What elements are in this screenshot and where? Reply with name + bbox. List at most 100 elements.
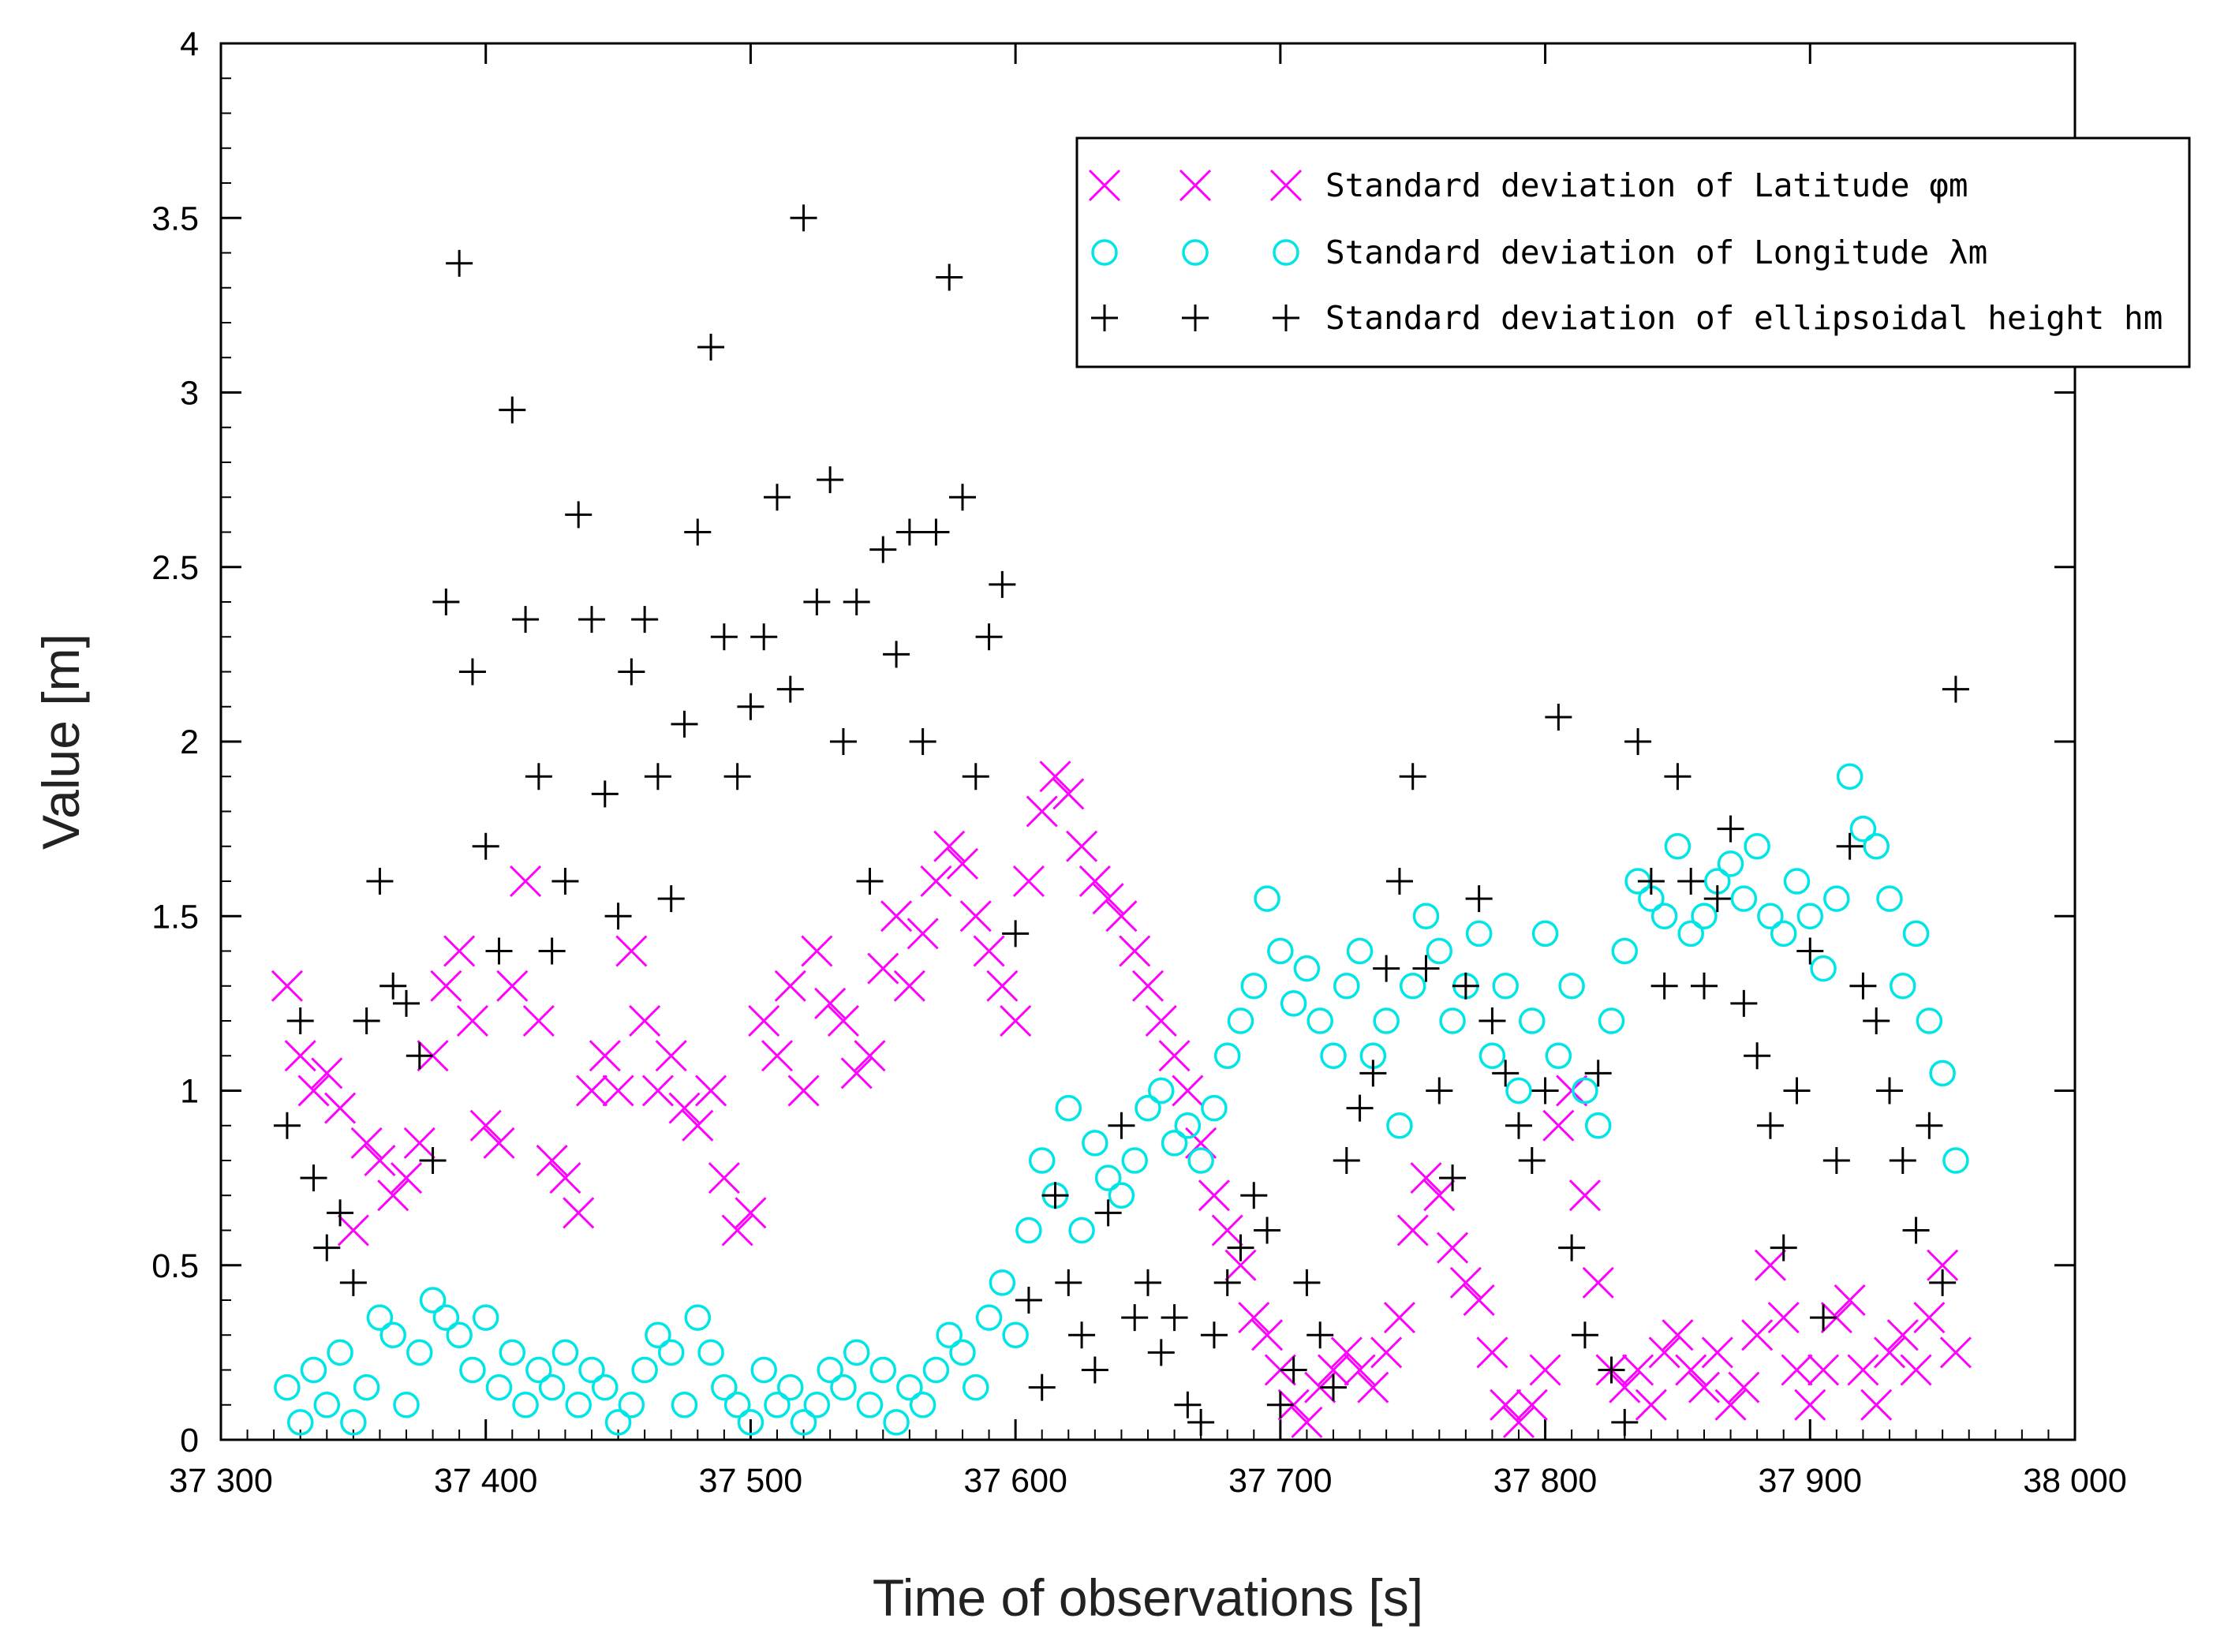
data-point <box>1119 935 1151 967</box>
legend-symbol <box>1269 169 1303 202</box>
y-tick-label: 3.5 <box>151 200 199 237</box>
data-point <box>1092 883 1124 915</box>
data-point <box>695 1075 727 1107</box>
data-point <box>1240 1182 1268 1209</box>
data-point <box>989 1269 1016 1296</box>
data-point <box>551 1339 579 1366</box>
data-point <box>1834 1284 1866 1317</box>
data-point <box>390 1162 423 1194</box>
data-point <box>1373 955 1400 982</box>
data-point <box>1942 675 1969 703</box>
data-point <box>869 1356 897 1384</box>
data-point <box>1767 1302 1800 1334</box>
data-point <box>893 970 925 1002</box>
data-point <box>922 1356 950 1384</box>
data-point <box>1344 1354 1376 1386</box>
legend-label-latitude: Standard deviation of Latitude φm <box>1325 166 1968 204</box>
data-point <box>629 1004 661 1037</box>
x-tick-label: 37 400 <box>434 1462 538 1500</box>
data-point <box>512 606 540 634</box>
data-point <box>499 396 526 424</box>
data-point <box>1211 1214 1243 1246</box>
data-point <box>1254 885 1280 912</box>
data-point <box>1320 1374 1347 1401</box>
data-point <box>1227 1007 1254 1034</box>
data-point <box>271 970 303 1002</box>
data-point <box>1542 1109 1575 1142</box>
data-point <box>1929 1060 1956 1087</box>
data-point <box>1584 1112 1612 1139</box>
data-point <box>1688 1371 1721 1403</box>
data-point <box>1822 1147 1850 1174</box>
data-point <box>710 623 738 651</box>
data-point <box>565 1392 592 1418</box>
data-point <box>1502 1406 1535 1438</box>
data-point <box>1227 1234 1254 1261</box>
data-point <box>313 1392 341 1418</box>
data-point <box>1330 1336 1363 1369</box>
data-point <box>377 1179 409 1212</box>
data-point <box>1847 1354 1879 1386</box>
data-point <box>973 935 1005 967</box>
data-point <box>1383 1302 1415 1334</box>
data-point <box>1916 1007 1943 1034</box>
data-point <box>366 868 394 895</box>
data-point <box>1187 1147 1214 1174</box>
data-point <box>1439 1164 1467 1192</box>
data-point <box>1741 1319 1774 1351</box>
data-point <box>1476 1336 1508 1369</box>
data-point <box>1584 1060 1612 1087</box>
data-point <box>1055 1094 1082 1122</box>
y-tick-label: 0.5 <box>151 1247 199 1285</box>
data-point <box>1927 1249 1959 1281</box>
data-point <box>644 763 671 790</box>
data-point <box>1465 920 1493 947</box>
data-point <box>353 1374 380 1401</box>
data-point <box>856 868 884 895</box>
data-point <box>1714 1389 1747 1421</box>
data-point <box>1399 763 1426 790</box>
data-point <box>1624 728 1652 755</box>
data-point <box>364 1144 396 1177</box>
data-point <box>1333 1147 1360 1174</box>
data-point <box>1174 1391 1202 1418</box>
legend-symbol <box>1182 239 1209 266</box>
data-point <box>1068 1321 1096 1349</box>
data-point <box>1876 1077 1903 1104</box>
data-point <box>1028 1147 1056 1174</box>
data-point <box>1531 1077 1559 1104</box>
data-point <box>337 1214 369 1246</box>
data-point <box>379 972 407 1000</box>
data-point <box>1770 1234 1797 1261</box>
data-point <box>856 1392 884 1418</box>
data-point <box>1823 885 1850 912</box>
data-point <box>578 1356 605 1384</box>
data-point <box>1081 1356 1108 1384</box>
data-point <box>975 623 1003 651</box>
data-point <box>697 1339 724 1366</box>
data-point <box>962 763 989 790</box>
data-point <box>1463 1284 1495 1317</box>
data-point <box>1145 1004 1177 1037</box>
data-point <box>1781 1354 1813 1386</box>
data-point <box>1041 1182 1069 1209</box>
data-point <box>1744 1042 1771 1070</box>
data-point <box>963 1374 989 1401</box>
data-point <box>1519 1007 1546 1034</box>
data-point <box>592 1374 619 1401</box>
legend-box <box>1075 136 2191 368</box>
data-point <box>1039 761 1071 793</box>
data-point <box>1135 1094 1161 1122</box>
data-point <box>1240 973 1268 1000</box>
data-point <box>1121 1304 1149 1332</box>
x-tick-label: 38 000 <box>2023 1462 2127 1500</box>
data-point <box>1860 1389 1893 1421</box>
data-point <box>671 1392 698 1418</box>
data-point <box>989 570 1016 598</box>
data-point <box>578 606 605 634</box>
data-point <box>1516 1389 1548 1421</box>
data-point <box>1545 704 1572 731</box>
data-point <box>1836 832 1863 860</box>
data-point <box>1094 1199 1122 1227</box>
series-0 <box>271 761 1972 1438</box>
